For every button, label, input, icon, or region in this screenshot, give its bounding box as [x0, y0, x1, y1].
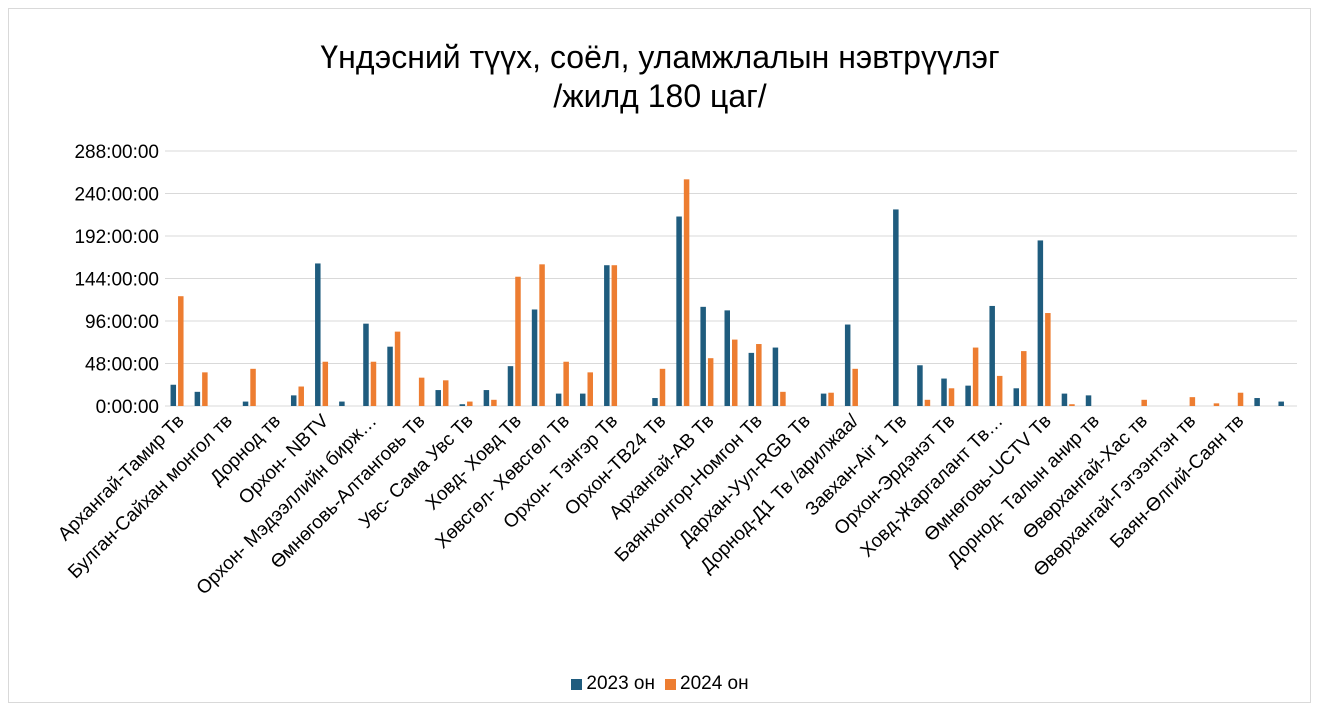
chart-title-line-1: Үндэсний түүх, соёл, уламжлалын нэвтрүүл… — [320, 39, 1000, 75]
y-tick-label: 96:00:00 — [85, 312, 159, 333]
legend-label-2024: 2024 он — [680, 673, 749, 694]
bar-2024 — [1021, 351, 1027, 406]
bar-2023 — [387, 346, 393, 406]
y-tick-label: 288:00:00 — [74, 142, 159, 163]
legend-label-2023: 2023 он — [586, 673, 655, 694]
y-tick-label: 192:00:00 — [74, 227, 159, 248]
bar-2024 — [780, 391, 786, 406]
bar-2023 — [652, 398, 658, 406]
bar-2023 — [531, 309, 538, 406]
bar-2023 — [459, 404, 466, 406]
bar-2023 — [844, 324, 851, 406]
chart-title-line-2: /жилд 180 цаг/ — [553, 78, 767, 114]
bar-2024 — [1045, 313, 1051, 406]
bar-2024 — [683, 179, 690, 406]
bar-2023 — [483, 390, 490, 406]
bar-2024 — [611, 265, 618, 406]
bar-2024 — [467, 401, 473, 406]
bar-2023 — [724, 310, 730, 406]
bar-2024 — [732, 339, 738, 406]
bar-2023 — [941, 378, 947, 406]
bar-2023 — [339, 401, 345, 406]
bar-2023 — [579, 393, 586, 406]
bar-2024 — [322, 361, 329, 406]
bar-2023 — [676, 216, 682, 406]
y-tick-label: 0:00:00 — [96, 397, 159, 418]
bar-2023 — [989, 305, 995, 406]
bar-2023 — [820, 393, 827, 406]
bar-2023 — [772, 347, 779, 406]
bar-2023 — [290, 395, 297, 406]
bar-2024 — [491, 399, 497, 406]
bar-2024 — [515, 276, 521, 406]
bar-2023 — [700, 306, 706, 406]
bar-2023 — [748, 352, 755, 406]
bar-2023 — [507, 366, 514, 406]
bar-2024 — [587, 372, 593, 406]
bar-2024 — [972, 347, 979, 406]
bar-2024 — [394, 331, 401, 406]
bar-2023 — [604, 265, 610, 406]
legend-swatch-2024 — [665, 678, 676, 690]
bar-2024 — [1213, 403, 1220, 406]
bar-2024 — [250, 368, 256, 406]
bar-2024 — [1189, 397, 1196, 406]
bar-2024 — [707, 358, 714, 406]
bar-2023 — [555, 393, 562, 406]
chart-legend: 2023 он 2024 он — [0, 673, 1320, 695]
bar-2024 — [563, 361, 569, 406]
bar-2023 — [242, 401, 249, 406]
bar-2023 — [1061, 393, 1068, 406]
bar-2023 — [1254, 398, 1260, 406]
bar-2023 — [917, 365, 923, 406]
bar-2023 — [1085, 395, 1092, 406]
bar-2023 — [1013, 388, 1020, 406]
bar-2024 — [924, 399, 931, 406]
bar-2023 — [170, 384, 177, 406]
bar-2023 — [893, 209, 899, 406]
bar-2024 — [659, 368, 666, 406]
bar-2024 — [202, 372, 208, 406]
bar-2024 — [539, 264, 545, 406]
bar-2024 — [178, 296, 184, 406]
bar-2024 — [418, 377, 425, 406]
y-tick-label: 48:00:00 — [85, 355, 159, 376]
chart-frame — [8, 8, 1311, 703]
bar-2024 — [996, 375, 1003, 406]
bar-2024 — [298, 386, 304, 406]
legend-item-2023: 2023 он — [571, 673, 655, 695]
bar-2023 — [315, 263, 321, 406]
bar-2023 — [1037, 240, 1044, 406]
legend-swatch-2023 — [571, 678, 583, 690]
bar-2023 — [965, 385, 971, 406]
chart-title: Үндэсний түүх, соёл, уламжлалын нэвтрүүл… — [0, 38, 1320, 116]
y-tick-label: 240:00:00 — [74, 185, 159, 206]
bar-2023 — [1278, 401, 1284, 406]
bar-2024 — [852, 368, 858, 406]
bar-2024 — [442, 380, 449, 406]
bar-2024 — [828, 392, 834, 406]
bar-2024 — [370, 361, 377, 406]
bar-2024 — [756, 344, 762, 406]
y-tick-label: 144:00:00 — [74, 270, 159, 291]
bar-2024 — [1141, 399, 1147, 406]
bar-2023 — [194, 391, 201, 406]
bar-2023 — [363, 323, 369, 406]
bar-2024 — [948, 388, 955, 406]
legend-item-2024: 2024 он — [665, 673, 749, 695]
bar-2024 — [1069, 404, 1075, 406]
bar-2023 — [435, 390, 441, 406]
bar-2024 — [1237, 392, 1244, 406]
